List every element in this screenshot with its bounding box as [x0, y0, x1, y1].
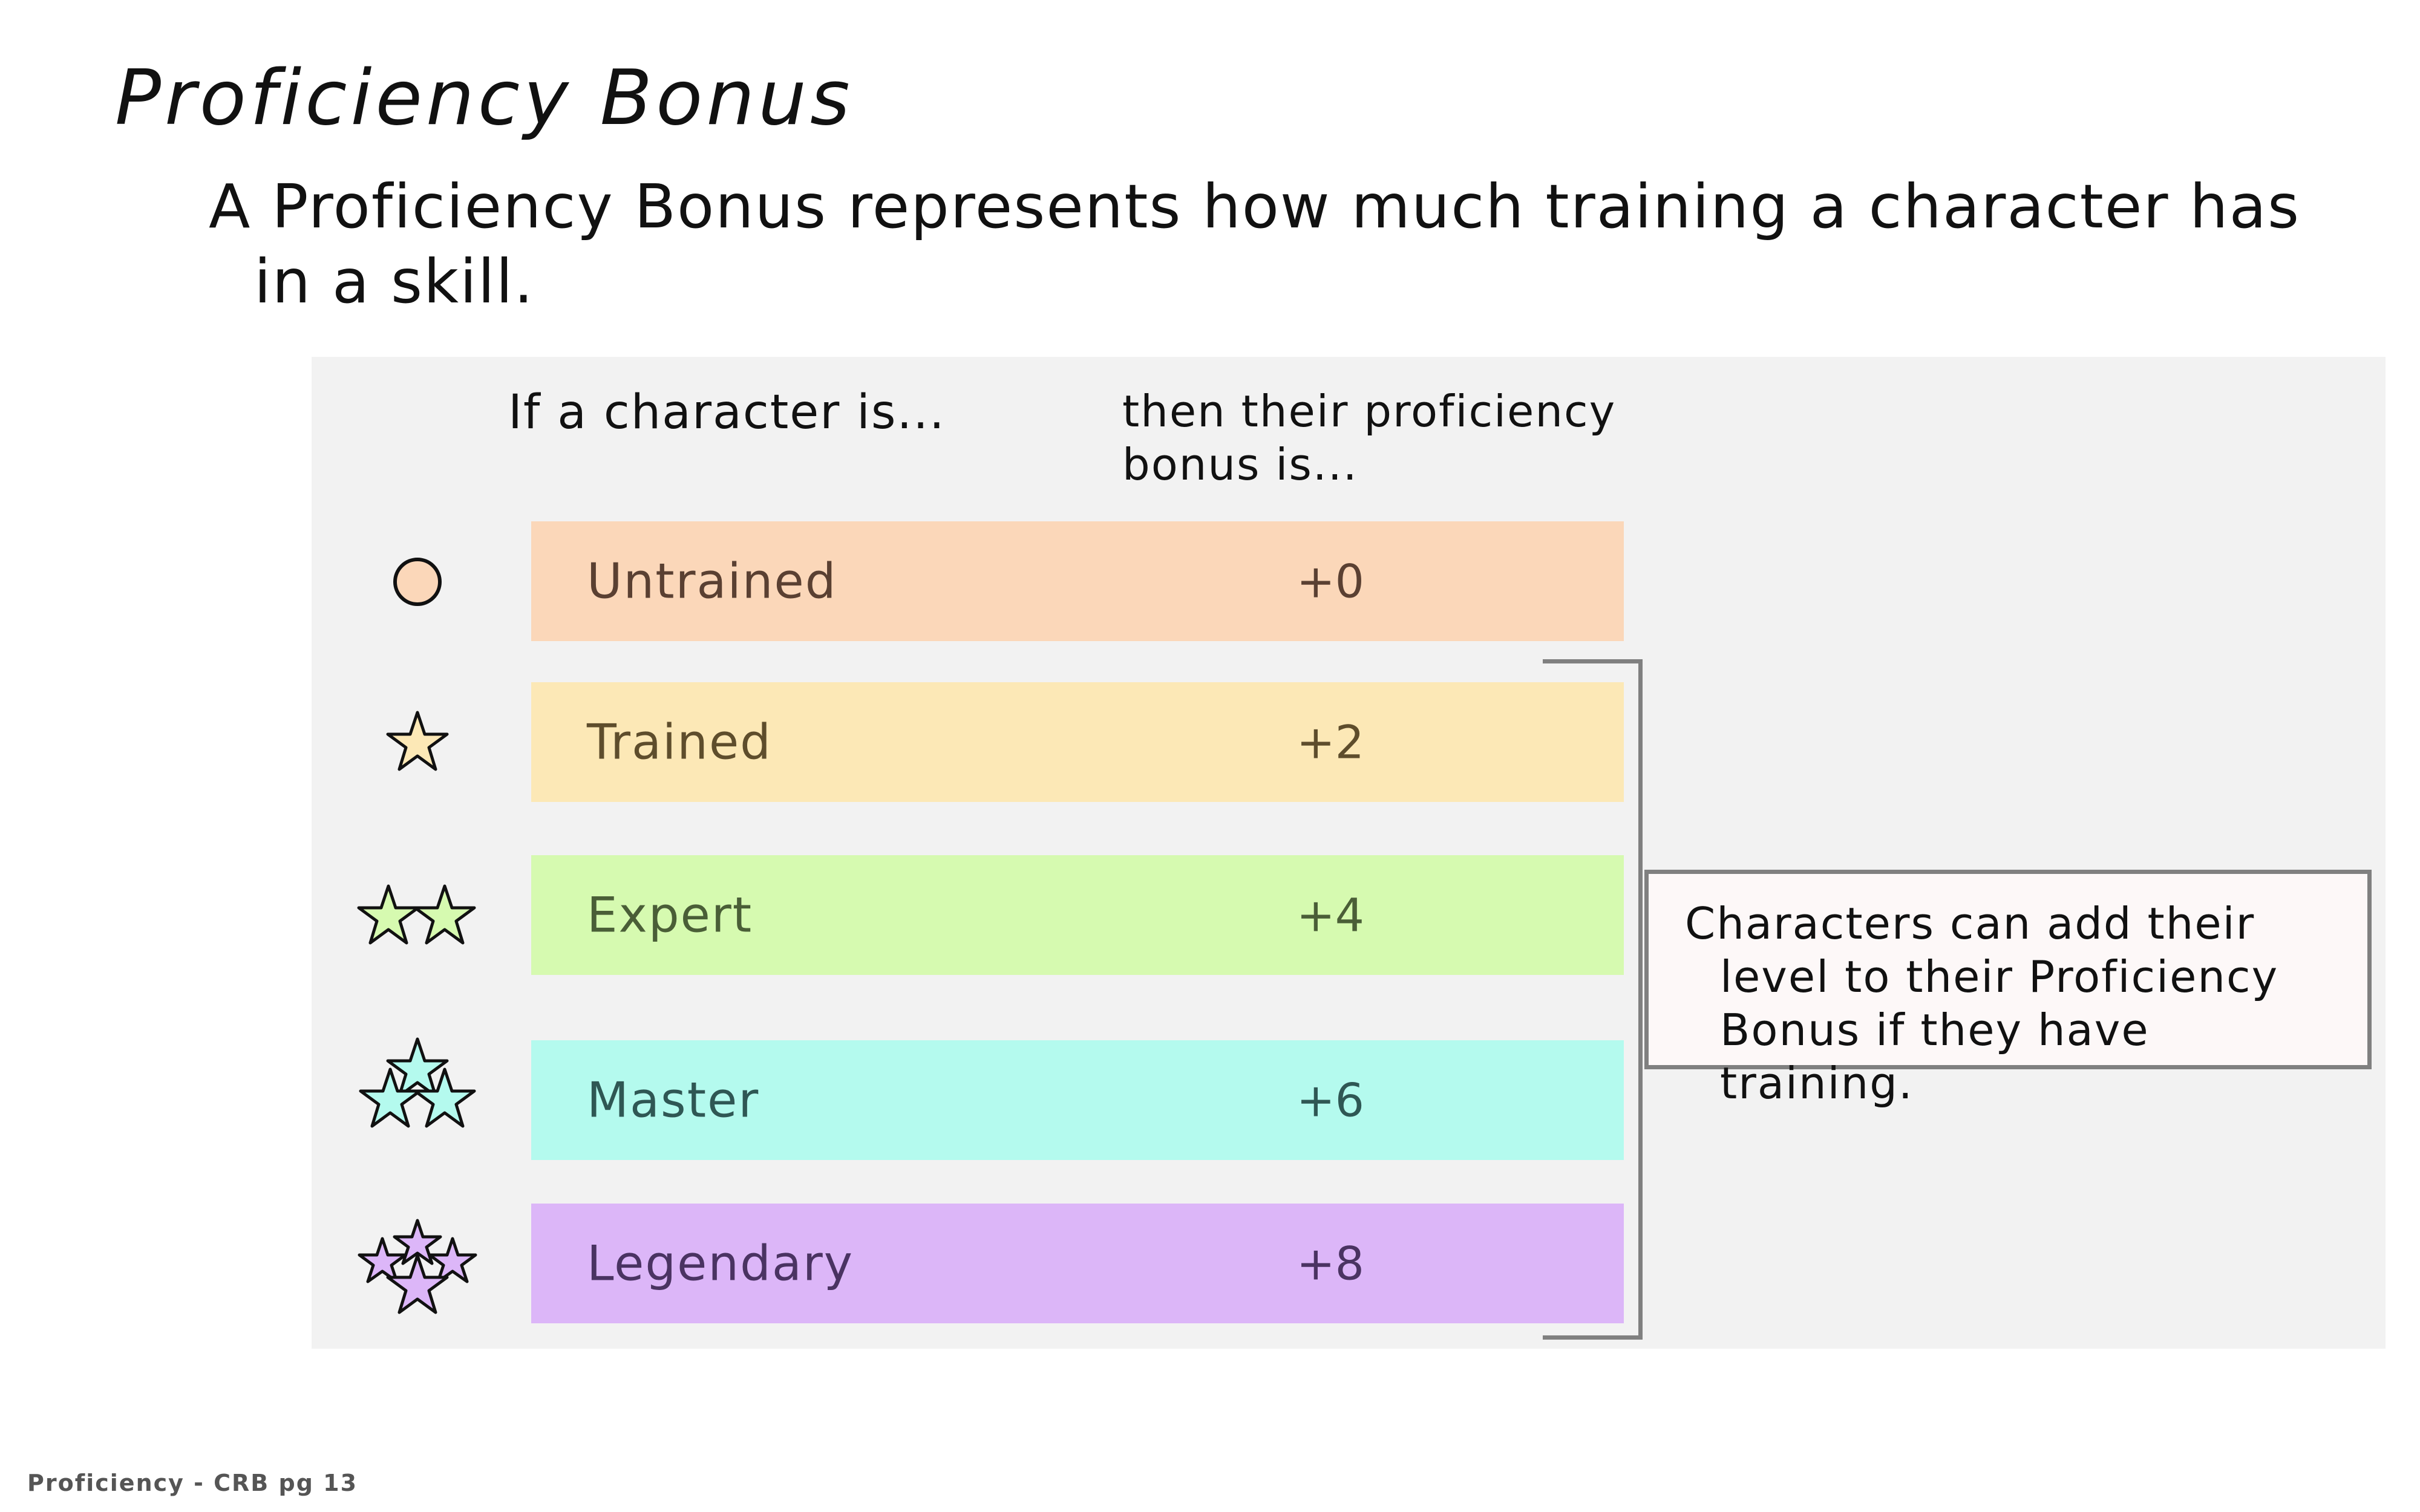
level-label: Legendary	[587, 1235, 854, 1292]
two-stars-icon	[357, 884, 476, 945]
proficiency-table-panel	[312, 357, 2386, 1349]
bonus-value: +4	[1297, 888, 1365, 942]
page-footer: Proficiency - CRB pg 13	[27, 1470, 358, 1496]
bonus-value: +2	[1297, 715, 1365, 769]
rank-column-header: If a character is...	[508, 385, 946, 440]
level-label: Trained	[587, 714, 772, 771]
table-row-trained: Trained +2	[531, 682, 1624, 802]
intro-text: A Proficiency Bonus represents how much …	[209, 171, 2301, 317]
bonus-value: +6	[1297, 1073, 1365, 1127]
circle-icon	[393, 558, 442, 606]
bonus-value: +8	[1297, 1236, 1365, 1291]
page-title: Proficiency Bonus	[115, 53, 854, 142]
table-row-untrained: Untrained +0	[531, 521, 1624, 641]
star-icon	[386, 711, 449, 771]
table-row-legendary: Legendary +8	[531, 1204, 1624, 1323]
three-stars-icon	[359, 1037, 476, 1128]
level-label: Expert	[587, 887, 753, 943]
four-stars-icon	[358, 1219, 477, 1314]
bonus-column-header: then their proficiency bonus is...	[1122, 386, 1617, 490]
note-text: Characters can add their level to their …	[1685, 898, 2279, 1109]
level-label: Untrained	[587, 553, 837, 610]
table-row-master: Master +6	[531, 1040, 1624, 1160]
bonus-value: +0	[1297, 554, 1365, 608]
trained-rows-bracket	[1543, 659, 1643, 1340]
table-row-expert: Expert +4	[531, 855, 1624, 975]
level-label: Master	[587, 1072, 760, 1129]
level-bonus-note: Characters can add their level to their …	[1644, 870, 2372, 1109]
